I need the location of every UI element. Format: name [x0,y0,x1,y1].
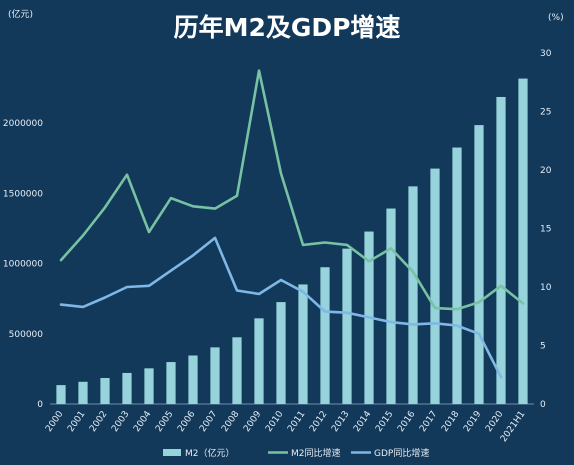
x-tick-label: 2003 [110,409,131,433]
x-tick-label: 2013 [330,409,351,433]
x-tick-label: 2014 [352,409,373,434]
x-axis-ticks: 2000 2001 2002 2003 2004 2005 2006 2007 2008 2009… [44,409,527,444]
legend-label: M2（亿元） [185,447,235,459]
bar [232,337,242,404]
bar [144,368,154,404]
bar [474,125,484,404]
legend-swatch-m2 [163,449,181,456]
bar [254,318,264,404]
bar [188,355,198,404]
left-axis-ticks: 0 500000 1000000 1500000 2000000 [3,119,43,410]
bar [56,385,66,404]
left-tick-label: 1500000 [3,189,43,199]
bar [342,248,352,404]
x-tick-label: 2017 [418,409,439,433]
bar [166,362,176,404]
x-tick-label: 2008 [220,409,241,434]
right-tick-label: 25 [540,108,551,118]
bar [386,208,396,404]
bar [430,168,440,404]
bar [210,347,220,404]
left-tick-label: 0 [37,400,43,410]
bar [320,267,330,404]
x-tick-label: 2011 [286,409,307,433]
right-axis-unit: (%) [548,13,564,23]
bar [276,302,286,404]
bar-series [56,78,528,404]
right-tick-label: 15 [540,225,551,235]
x-tick-label: 2005 [154,409,175,433]
left-axis-unit: (亿元) [8,8,33,20]
left-tick-label: 1000000 [3,260,43,270]
x-tick-label: 2000 [44,409,65,434]
bar [122,372,132,404]
line-series [59,69,525,379]
right-tick-label: 10 [540,283,552,293]
x-tick-label: 2016 [396,409,417,434]
x-tick-label: 2009 [242,409,263,434]
x-tick-label: 2007 [198,409,219,433]
right-tick-label: 0 [540,400,546,410]
right-axis-ticks: 0 5 10 15 20 25 30 [540,49,552,410]
right-tick-label: 20 [540,166,552,176]
bar [298,284,308,404]
right-tick-label: 5 [540,342,546,352]
bar [518,78,528,404]
bar [496,96,506,404]
bar [452,147,462,404]
chart-title: 历年M2及GDP增速 [174,13,401,42]
left-tick-label: 500000 [9,330,44,340]
x-tick-label: 2020 [484,409,505,434]
legend-label: M2同比增速 [291,447,341,459]
x-tick-label: 2001 [66,409,87,433]
x-tick-label: 2002 [88,409,109,433]
gdp-growth-line [59,236,503,379]
bar [78,381,88,404]
x-tick-label: 2015 [374,409,395,433]
x-tick-label: 2004 [132,409,153,434]
right-tick-label: 30 [540,49,552,59]
m2-growth-line [59,69,525,311]
legend: M2（亿元） M2同比增速 GDP同比增速 [163,447,429,459]
bar [408,186,418,404]
left-tick-label: 2000000 [3,119,43,129]
bar [100,378,110,404]
x-tick-label: 2010 [264,409,285,434]
x-tick-label: 2018 [440,409,461,434]
legend-label: GDP同比增速 [374,447,429,459]
x-tick-label: 2006 [176,409,197,434]
x-tick-label: 2012 [308,409,329,433]
x-tick-label: 2019 [462,409,483,434]
